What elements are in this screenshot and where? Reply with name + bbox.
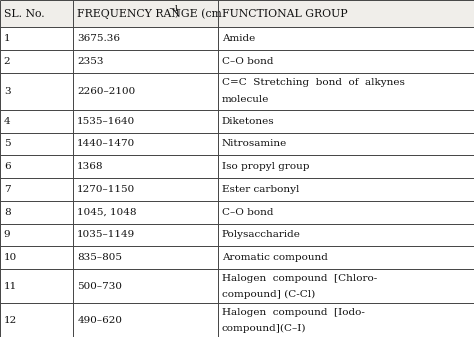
Text: C=C  Stretching  bond  of  alkynes: C=C Stretching bond of alkynes [222, 78, 405, 87]
Text: 12: 12 [4, 315, 17, 325]
Text: 2: 2 [4, 57, 10, 66]
Text: 3675.36: 3675.36 [77, 34, 120, 43]
Bar [0, 224, 474, 246]
Text: 1270–1150: 1270–1150 [77, 185, 136, 194]
Text: 6: 6 [4, 162, 10, 171]
Bar [0, 178, 474, 201]
Text: 5: 5 [4, 140, 10, 148]
Bar [0, 50, 474, 73]
Text: C–O bond: C–O bond [222, 208, 273, 217]
Bar [0, 27, 474, 50]
Text: 2353: 2353 [77, 57, 104, 66]
Text: Aromatic compound: Aromatic compound [222, 253, 328, 262]
Text: Ester carbonyl: Ester carbonyl [222, 185, 299, 194]
Text: 500–730: 500–730 [77, 282, 122, 290]
Text: 4: 4 [4, 117, 10, 126]
Bar [0, 155, 474, 178]
Text: 1535–1640: 1535–1640 [77, 117, 136, 126]
Text: 1368: 1368 [77, 162, 104, 171]
Text: 1440–1470: 1440–1470 [77, 140, 136, 148]
Text: 1045, 1048: 1045, 1048 [77, 208, 137, 217]
Text: Diketones: Diketones [222, 117, 274, 126]
Text: ): ) [174, 8, 179, 19]
Text: Nitrosamine: Nitrosamine [222, 140, 287, 148]
Bar [0, 201, 474, 224]
Text: 7: 7 [4, 185, 10, 194]
Bar [0, 269, 474, 303]
Bar [0, 0, 474, 27]
Text: Polysaccharide: Polysaccharide [222, 231, 301, 240]
Text: 2260–2100: 2260–2100 [77, 87, 136, 96]
Text: Amide: Amide [222, 34, 255, 43]
Text: Halogen  compound  [Iodo-: Halogen compound [Iodo- [222, 308, 365, 317]
Text: Iso propyl group: Iso propyl group [222, 162, 310, 171]
Text: compound] (C-Cl): compound] (C-Cl) [222, 290, 315, 299]
Bar [0, 132, 474, 155]
Bar [0, 303, 474, 337]
Text: 1: 1 [4, 34, 10, 43]
Text: compound](C–I): compound](C–I) [222, 324, 306, 333]
Text: SL. No.: SL. No. [4, 8, 45, 19]
Text: 11: 11 [4, 282, 17, 290]
Bar [0, 73, 474, 110]
Text: 1035–1149: 1035–1149 [77, 231, 136, 240]
Text: −1: −1 [168, 5, 179, 13]
Text: FREQUENCY RANGE (cm: FREQUENCY RANGE (cm [77, 8, 222, 19]
Text: 490–620: 490–620 [77, 315, 122, 325]
Text: 835–805: 835–805 [77, 253, 122, 262]
Text: 3: 3 [4, 87, 10, 96]
Text: molecule: molecule [222, 95, 269, 104]
Bar [0, 246, 474, 269]
Text: C–O bond: C–O bond [222, 57, 273, 66]
Text: 9: 9 [4, 231, 10, 240]
Text: 10: 10 [4, 253, 17, 262]
Text: FUNCTIONAL GROUP: FUNCTIONAL GROUP [222, 8, 347, 19]
Text: Halogen  compound  [Chloro-: Halogen compound [Chloro- [222, 274, 377, 283]
Text: 8: 8 [4, 208, 10, 217]
Bar [0, 110, 474, 132]
